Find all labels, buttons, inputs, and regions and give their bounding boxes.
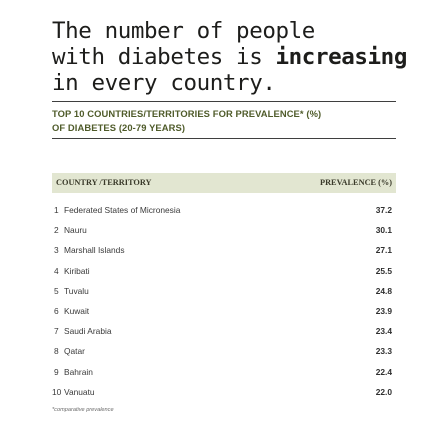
table-row: 10 Vanuatu 22.0 [52, 383, 396, 403]
row-country: Bahrain [64, 366, 93, 377]
subtitle-line-2: OF DIABETES (20-79 YEARS) [52, 122, 186, 133]
row-country: Federated States of Micronesia [64, 205, 181, 215]
table-row: 4 Kiribati 25.5 [52, 262, 396, 282]
row-prevalence-value: 23.3 [375, 346, 392, 357]
row-country: Tuvalu [64, 285, 89, 296]
row-prevalence-value: 23.9 [375, 305, 392, 316]
headline-line-1: The number of people [52, 18, 315, 44]
row-country: Vanuatu [64, 386, 95, 397]
table-row: 3 Marshall Islands 27.1 [52, 241, 396, 261]
row-rank: 7 [54, 326, 59, 337]
table-row: 7 Saudi Arabia 23.4 [52, 322, 396, 342]
row-rank: 10 [52, 386, 62, 397]
table-row: 1 Federated States of Micronesia 37.2 [52, 201, 396, 221]
headline-line-2-prefix: with diabetes is [52, 44, 276, 70]
row-prevalence-value: 37.2 [375, 205, 392, 215]
row-rank: 1 [54, 205, 59, 215]
row-rank: 4 [54, 265, 59, 276]
row-rank: 2 [54, 225, 59, 236]
row-rank: 3 [54, 245, 59, 256]
row-country: Saudi Arabia [64, 326, 112, 337]
headline: The number of people with diabetes is in… [52, 18, 422, 96]
row-prevalence-value: 22.0 [375, 386, 392, 397]
headline-line-3: in every country. [52, 70, 276, 96]
table-body: 1 Federated States of Micronesia 37.2 2 Naur… [52, 201, 396, 403]
table-row: 2 Nauru 30.1 [52, 221, 396, 241]
table-row: 9 Bahrain 22.4 [52, 363, 396, 383]
subtitle-line-1: TOP 10 COUNTRIES/TERRITORIES FOR PREVALE… [52, 108, 322, 119]
row-rank: 5 [54, 285, 59, 296]
row-prevalence-value: 22.4 [375, 366, 392, 377]
row-country: Qatar [64, 346, 85, 357]
row-rank: 8 [54, 346, 59, 357]
row-prevalence-value: 24.8 [375, 285, 392, 296]
row-prevalence-value: 30.1 [375, 225, 392, 236]
footnote: *comparative prevalence [52, 407, 114, 413]
row-country: Marshall Islands [64, 245, 125, 256]
column-header-prevalence: PREVALENCE (%) [320, 178, 392, 187]
row-rank: 9 [54, 366, 59, 377]
column-header-country: COUNTRY /TERRITORY [56, 178, 152, 187]
row-prevalence-value: 27.1 [375, 245, 392, 256]
row-country: Nauru [64, 225, 87, 236]
table-row: 6 Kuwait 23.9 [52, 302, 396, 322]
headline-line-2-bold: increasing [275, 44, 408, 70]
row-rank: 6 [54, 305, 59, 316]
table-row: 5 Tuvalu 24.8 [52, 282, 396, 302]
row-country: Kiribati [64, 265, 90, 276]
table-row: 8 Qatar 23.3 [52, 342, 396, 362]
table-header: COUNTRY /TERRITORY PREVALENCE (%) [52, 173, 396, 193]
table-subtitle: TOP 10 COUNTRIES/TERRITORIES FOR PREVALE… [52, 101, 396, 139]
row-prevalence-value: 25.5 [375, 265, 392, 276]
row-prevalence-value: 23.4 [375, 326, 392, 337]
row-country: Kuwait [64, 305, 90, 316]
